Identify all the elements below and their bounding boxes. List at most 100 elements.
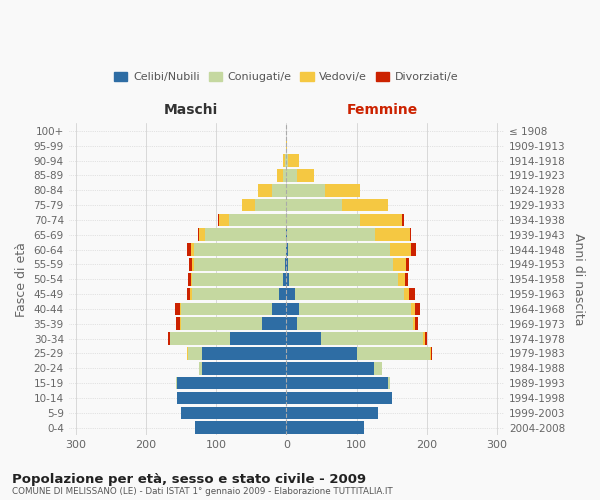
Bar bbox=[388, 377, 390, 390]
Bar bbox=[188, 347, 202, 360]
Bar bbox=[202, 362, 286, 374]
Bar bbox=[389, 244, 410, 256]
Y-axis label: Anni di nascita: Anni di nascita bbox=[572, 233, 585, 326]
Bar bbox=[423, 332, 425, 345]
Bar bbox=[410, 228, 411, 241]
Bar bbox=[405, 273, 409, 285]
Bar bbox=[285, 154, 286, 167]
Bar bbox=[187, 288, 190, 300]
Bar bbox=[295, 288, 404, 300]
Bar bbox=[286, 347, 356, 360]
Bar bbox=[169, 332, 170, 345]
Bar bbox=[199, 362, 202, 374]
Bar bbox=[179, 302, 181, 316]
Legend: Celibi/Nubili, Coniugati/e, Vedovi/e, Divorziati/e: Celibi/Nubili, Coniugati/e, Vedovi/e, Di… bbox=[110, 68, 463, 86]
Bar bbox=[190, 288, 191, 300]
Bar bbox=[178, 392, 286, 404]
Bar bbox=[283, 154, 285, 167]
Bar bbox=[178, 377, 286, 390]
Bar bbox=[187, 244, 191, 256]
Bar bbox=[229, 214, 286, 226]
Bar bbox=[277, 169, 283, 181]
Bar bbox=[325, 184, 360, 196]
Bar bbox=[413, 318, 415, 330]
Bar bbox=[176, 318, 180, 330]
Bar bbox=[279, 288, 286, 300]
Bar bbox=[194, 258, 285, 270]
Bar bbox=[194, 244, 286, 256]
Bar bbox=[181, 406, 286, 419]
Bar bbox=[191, 244, 194, 256]
Bar bbox=[181, 302, 272, 316]
Bar bbox=[283, 169, 286, 181]
Bar bbox=[409, 288, 415, 300]
Text: Femmine: Femmine bbox=[346, 103, 418, 117]
Bar bbox=[286, 140, 287, 152]
Text: Maschi: Maschi bbox=[163, 103, 218, 117]
Bar bbox=[374, 362, 382, 374]
Bar bbox=[219, 214, 229, 226]
Bar bbox=[255, 198, 286, 211]
Bar bbox=[195, 422, 286, 434]
Bar bbox=[322, 332, 423, 345]
Bar bbox=[286, 154, 289, 167]
Bar bbox=[198, 228, 199, 241]
Bar bbox=[202, 347, 286, 360]
Bar bbox=[286, 302, 299, 316]
Bar bbox=[286, 318, 297, 330]
Bar bbox=[191, 273, 192, 285]
Bar bbox=[286, 332, 322, 345]
Bar bbox=[205, 228, 286, 241]
Bar bbox=[411, 302, 415, 316]
Bar bbox=[286, 198, 343, 211]
Bar bbox=[287, 228, 375, 241]
Bar bbox=[286, 288, 295, 300]
Bar bbox=[406, 258, 409, 270]
Y-axis label: Fasce di età: Fasce di età bbox=[15, 242, 28, 316]
Bar bbox=[242, 198, 255, 211]
Bar bbox=[192, 273, 283, 285]
Bar bbox=[283, 273, 286, 285]
Bar bbox=[404, 288, 409, 300]
Bar bbox=[398, 273, 405, 285]
Bar bbox=[289, 154, 299, 167]
Bar bbox=[430, 347, 431, 360]
Bar bbox=[286, 228, 287, 241]
Bar bbox=[289, 273, 398, 285]
Bar bbox=[286, 392, 392, 404]
Bar bbox=[191, 258, 194, 270]
Bar bbox=[288, 258, 393, 270]
Bar bbox=[191, 288, 279, 300]
Bar bbox=[286, 258, 288, 270]
Text: COMUNE DI MELISSANO (LE) - Dati ISTAT 1° gennaio 2009 - Elaborazione TUTTITALIA.: COMUNE DI MELISSANO (LE) - Dati ISTAT 1°… bbox=[12, 488, 393, 496]
Bar bbox=[272, 302, 286, 316]
Bar bbox=[297, 318, 413, 330]
Bar bbox=[230, 332, 286, 345]
Bar bbox=[360, 214, 402, 226]
Bar bbox=[286, 406, 377, 419]
Bar bbox=[286, 377, 388, 390]
Bar bbox=[286, 214, 360, 226]
Bar bbox=[297, 169, 314, 181]
Bar bbox=[170, 332, 230, 345]
Bar bbox=[286, 244, 288, 256]
Bar bbox=[180, 318, 181, 330]
Bar bbox=[176, 377, 178, 390]
Bar bbox=[286, 169, 297, 181]
Bar bbox=[286, 362, 374, 374]
Bar bbox=[356, 347, 430, 360]
Bar bbox=[288, 244, 389, 256]
Bar bbox=[415, 302, 421, 316]
Bar bbox=[175, 302, 179, 316]
Bar bbox=[299, 302, 411, 316]
Bar bbox=[393, 258, 406, 270]
Bar bbox=[258, 184, 272, 196]
Bar bbox=[285, 258, 286, 270]
Bar bbox=[375, 228, 410, 241]
Bar bbox=[286, 273, 289, 285]
Bar bbox=[410, 244, 416, 256]
Bar bbox=[415, 318, 418, 330]
Bar bbox=[218, 214, 219, 226]
Bar bbox=[286, 184, 325, 196]
Bar bbox=[189, 258, 191, 270]
